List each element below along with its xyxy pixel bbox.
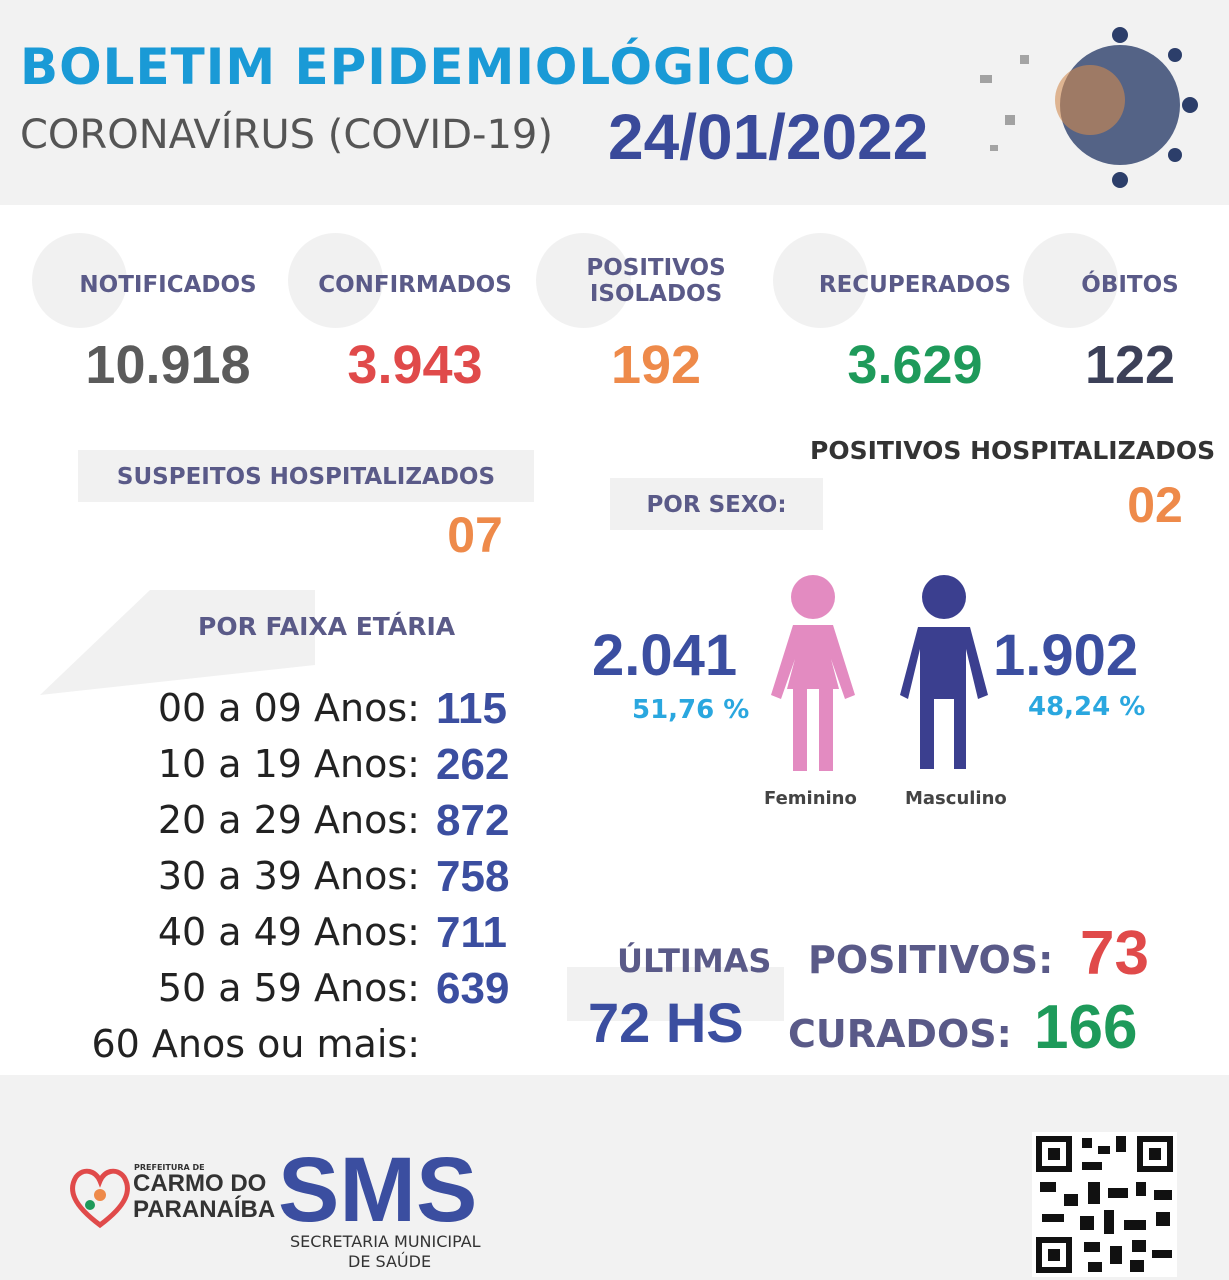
stat-circle [773, 233, 868, 328]
stat-value: 122 [1084, 335, 1176, 395]
age-label: 00 a 09 Anos: [157, 686, 420, 730]
cured-label: CURADOS: [788, 1012, 1012, 1056]
stat-circle [1023, 233, 1118, 328]
stat-label: ÓBITOS [1081, 272, 1179, 298]
prefeitura: PREFEITURA DE [134, 1163, 205, 1172]
header-bg [0, 0, 1229, 205]
age-value: 262 [436, 740, 510, 789]
male-percent: 48,24 % [1028, 692, 1146, 722]
subtitle: CORONAVÍRUS (COVID-19) [20, 112, 553, 158]
last72-title: ÚLTIMAS [617, 942, 772, 980]
footer-bg [0, 1075, 1229, 1280]
city-line1: CARMO DO [133, 1170, 267, 1197]
stat-circle [288, 233, 383, 328]
stat-value: 3.629 [847, 335, 983, 395]
age-banner [40, 590, 315, 695]
stat-label: RECUPERADOS [818, 272, 1012, 298]
label-bg [567, 967, 784, 1021]
male-icon [900, 575, 988, 769]
stat-label: CONFIRMADOS [318, 272, 512, 298]
stat-value: 192 [610, 335, 702, 395]
age-title: POR FAIXA ETÁRIA [198, 612, 456, 641]
sms-logo: SMS [278, 1139, 478, 1241]
positive-label: POSITIVOS: [808, 938, 1054, 982]
female-icon [771, 575, 855, 771]
label-bg [610, 478, 823, 530]
suspected-label: SUSPEITOS HOSPITALIZADOS [116, 464, 496, 490]
stat-circle [536, 233, 631, 328]
stat-circle [32, 233, 127, 328]
label-bg [78, 450, 534, 502]
city-line2: PARANAÍBA [133, 1196, 276, 1223]
age-label: 40 a 49 Anos: [157, 910, 420, 954]
positive-hosp-value: 02 [1127, 477, 1183, 533]
stat-value: 10.918 [85, 335, 251, 395]
sms-line2: DE SAÚDE [348, 1252, 432, 1271]
sex-title: POR SEXO: [646, 492, 787, 518]
age-value: 115 [436, 684, 507, 733]
stat-label: NOTIFICADOS [79, 272, 257, 298]
suspected-value: 07 [447, 507, 503, 563]
positive-value: 73 [1080, 919, 1149, 988]
age-value: 872 [436, 796, 510, 845]
qr-code [1032, 1132, 1177, 1277]
female-value: 2.041 [592, 623, 738, 688]
date: 24/01/2022 [608, 101, 929, 173]
age-label: 60 Anos ou mais: [91, 1022, 420, 1066]
female-percent: 51,76 % [632, 695, 750, 725]
age-value: 711 [436, 908, 507, 957]
female-label: Feminino [764, 788, 857, 809]
last72-period: 72 HS [588, 991, 744, 1054]
stat-label: POSITIVOS ISOLADOS [586, 255, 726, 307]
title: BOLETIM EPIDEMIOLÓGICO [20, 38, 796, 96]
male-label: Masculino [905, 788, 1007, 809]
age-label: 30 a 39 Anos: [157, 854, 420, 898]
age-label: 10 a 19 Anos: [157, 742, 420, 786]
virus-image [980, 27, 1198, 188]
city-logo [70, 1168, 130, 1229]
age-value: 758 [436, 852, 510, 901]
age-label: 20 a 29 Anos: [157, 798, 420, 842]
sms-line1: SECRETARIA MUNICIPAL [290, 1232, 481, 1251]
positive-hosp-label: POSITIVOS HOSPITALIZADOS [810, 436, 1216, 465]
male-value: 1.902 [993, 623, 1139, 688]
stat-value: 3.943 [347, 335, 483, 395]
age-value: 639 [436, 964, 510, 1013]
cured-value: 166 [1034, 993, 1138, 1062]
age-label: 50 a 59 Anos: [157, 966, 420, 1010]
